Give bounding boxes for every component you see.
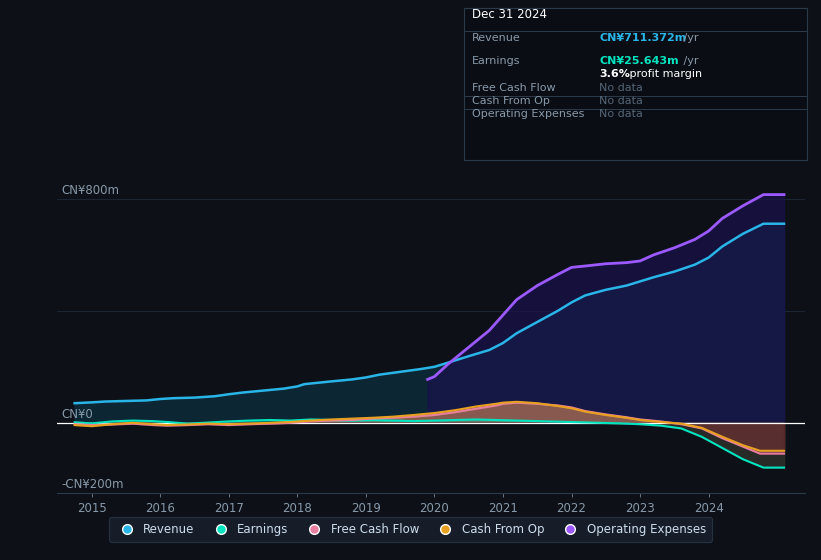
Text: Cash From Op: Cash From Op xyxy=(472,96,550,106)
Text: CN¥800m: CN¥800m xyxy=(61,184,119,197)
Text: /yr: /yr xyxy=(680,33,699,43)
Text: No data: No data xyxy=(599,83,643,93)
Text: Revenue: Revenue xyxy=(472,33,521,43)
Text: No data: No data xyxy=(599,109,643,119)
Text: CN¥0: CN¥0 xyxy=(61,408,93,422)
Text: No data: No data xyxy=(599,96,643,106)
Text: CN¥711.372m: CN¥711.372m xyxy=(599,33,686,43)
Text: Dec 31 2024: Dec 31 2024 xyxy=(472,8,547,21)
Text: profit margin: profit margin xyxy=(626,69,702,79)
Text: Free Cash Flow: Free Cash Flow xyxy=(472,83,556,93)
Text: 3.6%: 3.6% xyxy=(599,69,631,79)
Legend: Revenue, Earnings, Free Cash Flow, Cash From Op, Operating Expenses: Revenue, Earnings, Free Cash Flow, Cash … xyxy=(109,517,712,542)
Text: Operating Expenses: Operating Expenses xyxy=(472,109,585,119)
Text: /yr: /yr xyxy=(680,55,699,66)
Text: -CN¥200m: -CN¥200m xyxy=(61,478,123,492)
Text: Earnings: Earnings xyxy=(472,55,521,66)
Text: CN¥25.643m: CN¥25.643m xyxy=(599,55,679,66)
